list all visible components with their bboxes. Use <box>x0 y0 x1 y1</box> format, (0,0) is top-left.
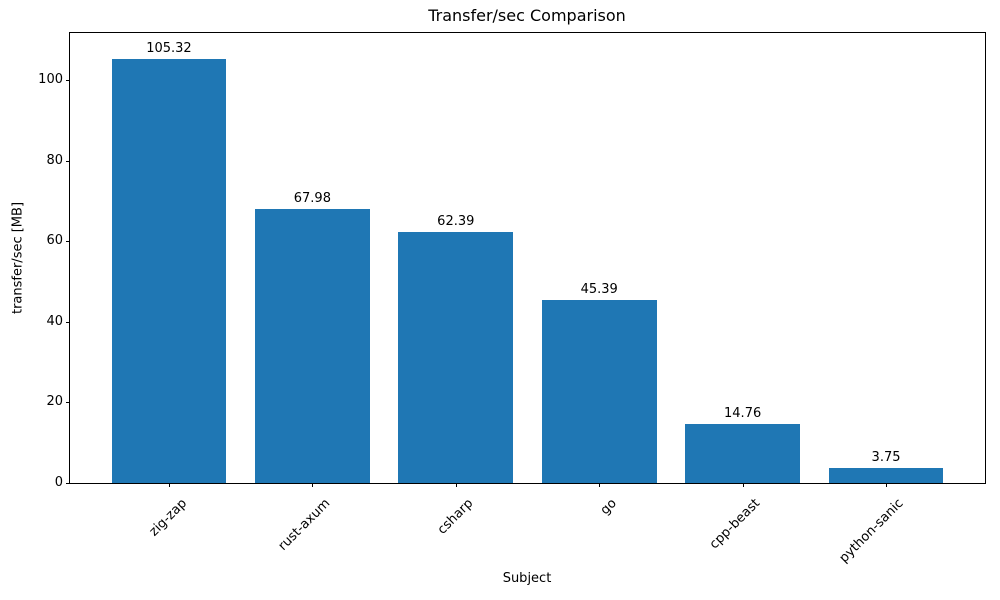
x-tick-mark <box>886 483 888 487</box>
x-tick-mark <box>312 483 314 487</box>
bar <box>398 231 514 483</box>
bar <box>255 209 370 483</box>
y-tick-mark <box>66 241 70 243</box>
x-tick-label: cpp-beast <box>707 496 764 553</box>
x-tick-mark <box>742 483 744 487</box>
bar-value-label: 3.75 <box>871 449 901 465</box>
x-tick-label: csharp <box>434 496 477 538</box>
y-tick-label: 20 <box>46 394 63 410</box>
x-tick-label: rust-axum <box>275 496 333 554</box>
bar-value-label: 62.39 <box>437 213 475 229</box>
y-tick-label: 60 <box>46 233 63 249</box>
y-tick-mark <box>66 80 70 82</box>
y-tick-mark <box>66 160 70 162</box>
plot-area: 105.32 67.98 62.39 45.39 14.76 3.75 <box>69 32 986 484</box>
bar-value-label: 105.32 <box>146 40 192 56</box>
y-tick-label: 100 <box>38 72 63 88</box>
y-tick-mark <box>66 321 70 323</box>
bar-value-label: 45.39 <box>580 282 618 298</box>
y-tick-label: 40 <box>46 313 63 329</box>
y-tick-label: 0 <box>54 475 63 490</box>
x-axis-label: Subject <box>502 571 552 586</box>
x-tick-label: python-sanic <box>836 496 907 566</box>
chart-title: Transfer/sec Comparison <box>428 6 626 25</box>
x-tick-mark <box>599 483 601 487</box>
bar-value-label: 14.76 <box>724 405 762 421</box>
x-tick-label: go <box>597 496 620 519</box>
x-tick-mark <box>168 483 170 487</box>
x-tick-label: zig-zap <box>146 496 190 540</box>
x-tick-mark <box>455 483 457 487</box>
y-axis-label: transfer/sec [MB] <box>10 201 26 315</box>
bar <box>828 467 944 483</box>
bar-value-label: 67.98 <box>293 191 331 207</box>
bar <box>541 300 657 483</box>
y-tick-label: 80 <box>46 152 63 168</box>
y-tick-mark <box>66 483 70 484</box>
bar <box>685 423 800 483</box>
y-tick-mark <box>66 402 70 404</box>
bar <box>111 58 227 483</box>
